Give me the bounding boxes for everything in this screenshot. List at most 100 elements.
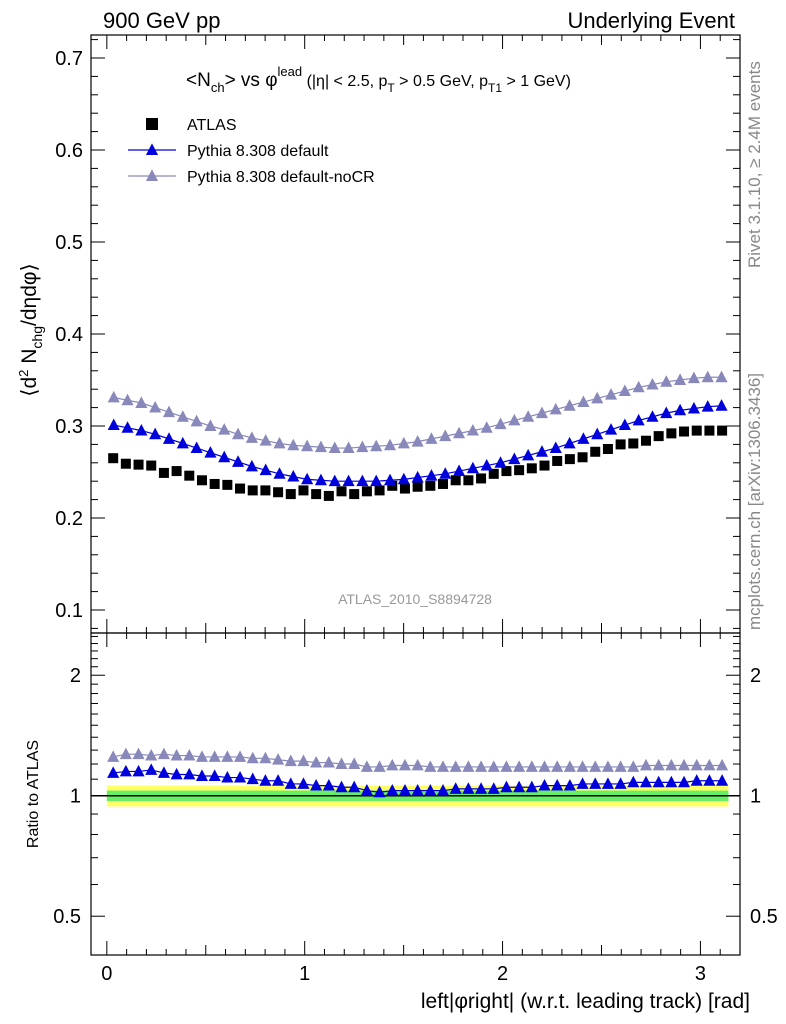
ratio-pythia-nocr-point [360, 760, 373, 772]
pythia-nocr-point [204, 419, 217, 431]
pythia-nocr-point [149, 401, 162, 413]
pythia-default-point [121, 421, 134, 433]
pythia-nocr-point [439, 429, 452, 442]
pythia-default-point [646, 410, 659, 422]
ratio-pythia-default-point [272, 774, 285, 786]
ratio-pythia-default-point [259, 774, 272, 786]
ratio-pythia-default-point [322, 778, 335, 791]
pythia-default-point [563, 436, 576, 449]
atlas-data-point [666, 428, 677, 439]
pythia-nocr-point [535, 406, 549, 419]
atlas-data-point [108, 453, 119, 464]
pythia-default-point [425, 469, 438, 481]
ratio-pythia-nocr-point [475, 760, 488, 772]
pythia-default-point [604, 423, 618, 435]
atlas-data-point [120, 458, 131, 469]
pythia-default-point [107, 418, 120, 431]
pythia-default-point [314, 473, 327, 486]
ratio-pythia-nocr-point [462, 760, 475, 772]
pythia-default-point [162, 432, 176, 444]
atlas-data-point [438, 478, 449, 489]
pythia-nocr-point [604, 388, 618, 400]
ratio-pythia-nocr-point [665, 758, 678, 771]
pythia-nocr-point [453, 426, 466, 439]
ratio-pythia-default-point [246, 772, 259, 785]
pythia-nocr-point [508, 413, 521, 426]
ratio-pythia-default-series [107, 763, 729, 798]
pythia-default-point [632, 413, 645, 426]
pythia-nocr-point [287, 438, 300, 451]
pythia-default-point [204, 446, 217, 458]
ratio-pythia-nocr-point [132, 747, 145, 760]
ratio-y-tick-label-left: 1 [70, 786, 81, 808]
ratio-pythia-nocr-point [348, 757, 361, 769]
pythia-nocr-point [591, 391, 604, 404]
main-y-tick-label: 0.2 [55, 508, 83, 530]
ratio-pythia-default-point [335, 780, 348, 793]
ratio-pythia-default-point [221, 770, 234, 783]
ratio-plot-frame [90, 632, 741, 956]
pythia-nocr-point [107, 390, 120, 403]
main-y-tick-label: 0.4 [55, 324, 83, 346]
pythia-nocr-point [618, 384, 631, 396]
pythia-nocr-point [549, 402, 562, 415]
atlas-data-point [602, 444, 613, 454]
plot-title: <Nch> vs φlead (|η| < 2.5, pT > 0.5 GeV,… [186, 64, 571, 95]
pythia-nocr-point [245, 431, 258, 443]
ratio-pythia-nocr-point [386, 758, 399, 771]
pythia-nocr-point [425, 432, 438, 444]
pythia-default-point [190, 441, 203, 454]
atlas-data-point [171, 466, 182, 477]
pythia-default-point [176, 436, 189, 449]
ratio-y-tick-label-right: 0.5 [750, 906, 778, 928]
ratio-pythia-nocr-point [246, 751, 259, 764]
ratio-pythia-nocr-point [716, 758, 729, 771]
pythia-default-series [107, 399, 728, 487]
ratio-pythia-default-point [462, 782, 475, 794]
atlas-data-point [679, 426, 690, 437]
ratio-pythia-nocr-point [551, 760, 564, 772]
ratio-pythia-nocr-point [272, 753, 285, 765]
ratio-pythia-nocr-point [614, 760, 627, 772]
atlas-data-point [628, 438, 639, 449]
atlas-data-point [361, 486, 372, 497]
ratio-pythia-default-point [677, 775, 691, 788]
ratio-pythia-default-point [576, 777, 589, 789]
ratio-pythia-nocr-point [563, 760, 576, 772]
atlas-data-point [412, 481, 423, 492]
pythia-default-point [701, 400, 714, 412]
ratio-pythia-nocr-point [589, 760, 602, 772]
atlas-data-point [285, 489, 296, 500]
ratio-pythia-nocr-point [639, 758, 653, 771]
atlas-data-point [425, 480, 436, 491]
ratio-y-tick-label-left: 2 [70, 665, 81, 687]
pythia-default-point [687, 401, 700, 414]
pythia-nocr-point [577, 395, 590, 408]
main-y-tick-label: 0.6 [55, 140, 83, 162]
main-y-tick-label: 0.1 [55, 600, 83, 622]
ratio-pythia-default-point [614, 777, 627, 789]
pythia-default-point [273, 467, 286, 479]
ratio-pythia-default-point [690, 774, 703, 786]
main-y-tick-label: 0.3 [55, 416, 83, 438]
pythia-nocr-point [342, 441, 355, 454]
pythia-nocr-point [646, 378, 659, 390]
atlas-data-point [399, 483, 410, 494]
pythia-default-point [232, 455, 245, 467]
atlas-data-point [222, 479, 233, 490]
pythia-nocr-series [107, 370, 728, 454]
pythia-nocr-point [383, 438, 397, 451]
pythia-default-point [245, 459, 258, 472]
ratio-pythia-nocr-point [652, 758, 665, 771]
atlas-data-point [463, 475, 474, 486]
ratio-pythia-default-point [284, 777, 297, 789]
pythia-default-point [453, 464, 466, 477]
main-y-ticks [91, 39, 740, 629]
pythia-default-point [328, 474, 341, 487]
pythia-nocr-point [370, 439, 383, 452]
pythia-nocr-point [328, 441, 341, 454]
atlas-data-point [387, 480, 398, 491]
pythia-default-point [618, 418, 631, 431]
ratio-pythia-nocr-point [449, 760, 462, 772]
